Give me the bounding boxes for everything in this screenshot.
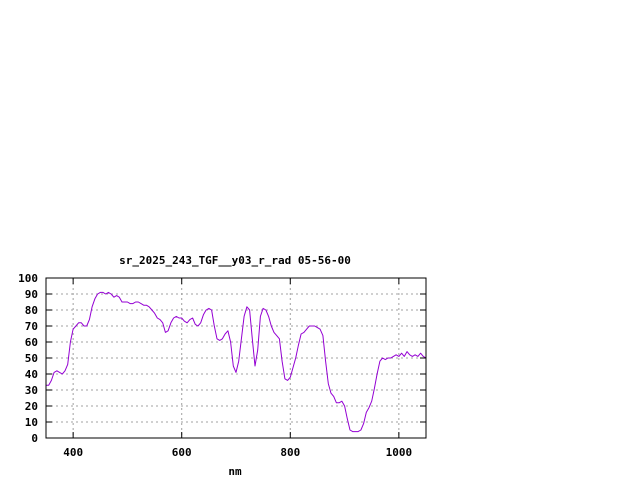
ticks: 0 10 20 30 40 50 60 70 80 90 100 400 600 800 1000 bbox=[18, 272, 426, 459]
y-tick-label: 90 bbox=[25, 288, 38, 301]
series-line bbox=[46, 291, 427, 433]
y-tick-label: 20 bbox=[25, 400, 38, 413]
y-tick-label: 100 bbox=[18, 272, 38, 285]
y-tick-label: 0 bbox=[31, 432, 38, 445]
x-tick-label: 1000 bbox=[386, 446, 413, 459]
x-tick-label: 800 bbox=[280, 446, 300, 459]
y-tick-label: 50 bbox=[25, 352, 38, 365]
x-tick-label: 600 bbox=[172, 446, 192, 459]
x-tick-label: 400 bbox=[63, 446, 83, 459]
chart-title: sr_2025_243_TGF__y03_r_rad 05-56-00 bbox=[119, 254, 351, 267]
y-tick-label: 30 bbox=[25, 384, 38, 397]
y-tick-label: 70 bbox=[25, 320, 38, 333]
y-tick-label: 10 bbox=[25, 416, 38, 429]
x-axis-label: nm bbox=[228, 465, 242, 478]
series-layer bbox=[46, 291, 427, 433]
y-tick-label: 40 bbox=[25, 368, 38, 381]
y-tick-label: 80 bbox=[25, 304, 38, 317]
grid bbox=[46, 278, 426, 438]
y-tick-label: 60 bbox=[25, 336, 38, 349]
